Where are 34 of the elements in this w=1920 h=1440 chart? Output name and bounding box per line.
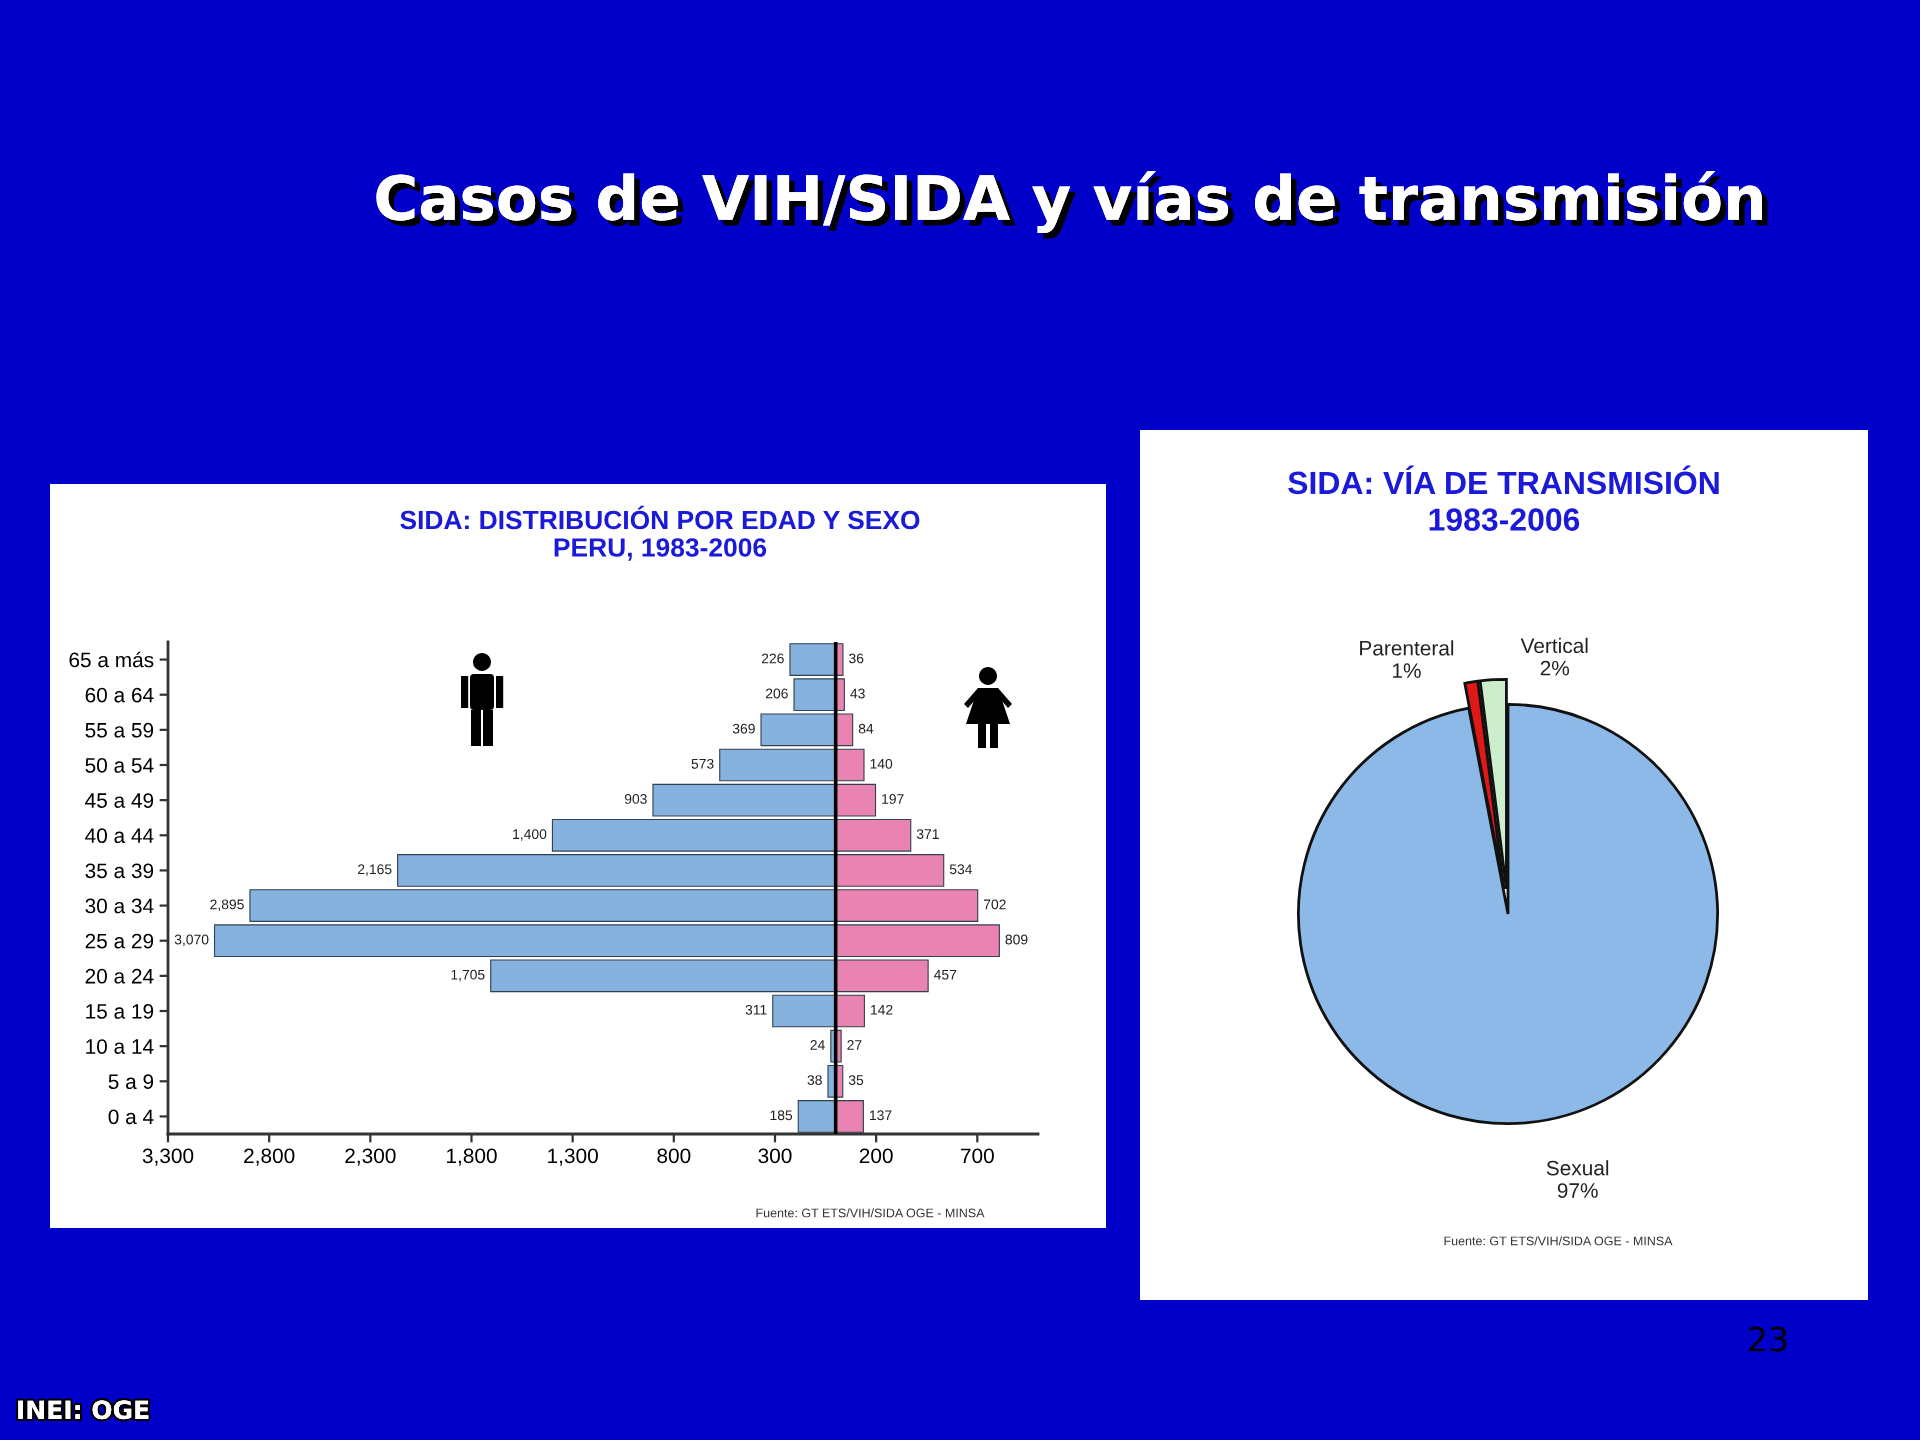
slice-label: Vertical: [1520, 637, 1588, 654]
y-tick-label: 40 a 44: [85, 828, 154, 844]
x-tick-label: 800: [657, 1148, 691, 1164]
chart-title: SIDA: DISTRIBUCIÓN POR EDAD Y SEXO PERU, 1983-2006: [400, 505, 920, 561]
slice-label: Sexual: [1546, 1160, 1609, 1176]
y-tick-label: 65 a más: [69, 651, 154, 668]
slice-label: Parenteral: [1360, 640, 1454, 656]
chart-title: SIDA: VÍA DE TRANSMISIÓN 1983-2006: [1288, 465, 1719, 531]
y-tick-label: 45 a 49: [85, 793, 154, 808]
x-tick-label: 3,300: [142, 1148, 194, 1166]
y-tick-label: 25 a 29: [85, 933, 154, 949]
x-tick-label: 2,300: [345, 1148, 396, 1166]
x-tick-label: 1,800: [447, 1148, 497, 1166]
y-tick-label: 0 a 4: [108, 1109, 154, 1125]
x-tick-label: 200: [859, 1148, 893, 1164]
y-tick-label: 10 a 14: [86, 1039, 154, 1054]
text: 23: [1749, 1326, 1787, 1352]
y-tick-label: 60 a 64: [85, 687, 154, 703]
data-label: 2%: [1540, 660, 1570, 676]
y-tick-label: 35 a 39: [85, 863, 154, 879]
y-tick-label: 5 a 9: [108, 1074, 154, 1090]
x-tick-label: 700: [960, 1148, 994, 1164]
text: Casos de VIH/SIDA y vías de transmisión: [376, 170, 1768, 239]
data-label: 97%: [1557, 1183, 1598, 1198]
x-tick-label: 2,800: [244, 1148, 295, 1166]
y-tick-label: 15 a 19: [86, 1004, 154, 1019]
x-tick-label: 300: [758, 1148, 792, 1164]
x-tick-label: 1,300: [548, 1148, 598, 1166]
y-tick-label: 55 a 59: [85, 722, 154, 738]
y-tick-label: 50 a 54: [85, 758, 154, 773]
data-label: 1%: [1392, 663, 1421, 678]
y-tick-label: 20 a 24: [85, 968, 154, 984]
y-tick-label: 30 a 34: [85, 898, 154, 914]
text: INEI: OGE: [18, 1400, 149, 1420]
